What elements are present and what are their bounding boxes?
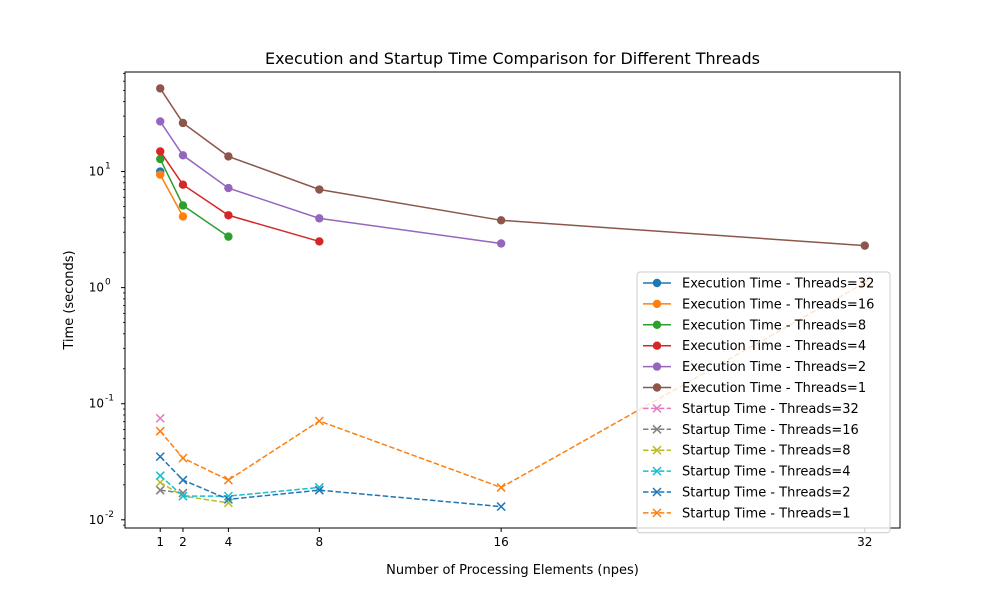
data-point-circle: [178, 180, 188, 189]
plot-clip-group: [155, 84, 870, 512]
chart-title: Execution and Startup Time Comparison fo…: [265, 49, 760, 68]
y-axis-label: Time (seconds): [62, 250, 77, 350]
y-tick-exponent: 1: [105, 162, 111, 172]
x-tick-label: 2: [179, 535, 187, 549]
data-point-x: [223, 498, 233, 508]
legend-marker-x: [652, 487, 662, 497]
data-point-circle: [224, 232, 233, 241]
data-point-circle: [224, 211, 233, 220]
y-tick-exponent: -1: [105, 394, 114, 404]
legend-entry-label: Startup Time - Threads=8: [682, 444, 851, 459]
legend-entry-label: Execution Time - Threads=1: [682, 381, 866, 396]
data-point-x: [178, 453, 188, 463]
legend-marker-x: [652, 403, 662, 413]
data-point-circle: [178, 118, 188, 128]
x-axis-ticks: 1 2 4 8 16 32: [156, 528, 872, 549]
series-line: [159, 150, 320, 243]
series-layer: [155, 84, 870, 512]
data-point-x: [155, 471, 165, 481]
data-point-circle: [156, 84, 165, 93]
legend-entry-label: Execution Time - Threads=16: [682, 297, 874, 312]
data-point-circle: [496, 216, 506, 225]
data-point-x: [223, 494, 233, 504]
data-point-circle: [156, 170, 165, 179]
data-point-x: [155, 413, 165, 423]
data-point-x: [155, 452, 165, 462]
legend-marker-circle: [652, 341, 662, 350]
legend-entry-label: Execution Time - Threads=2: [682, 360, 866, 375]
data-point-x: [155, 426, 165, 436]
y-tick-label: 10: [89, 397, 104, 411]
legend-entry-label: Startup Time - Threads=16: [682, 423, 859, 438]
legend-marker-circle: [652, 383, 662, 392]
y-tick-label: 10: [89, 165, 104, 179]
legend-marker-x: [652, 466, 662, 476]
legend-marker-x: [652, 508, 662, 518]
y-tick-exponent: -2: [105, 510, 114, 520]
data-point-x: [496, 502, 506, 512]
series-line: [159, 174, 184, 217]
legend-entry-label: Execution Time - Threads=8: [682, 318, 866, 333]
y-tick-label: 10: [89, 281, 104, 295]
x-axis-label: Number of Processing Elements (npes): [386, 563, 639, 578]
data-point-circle: [156, 147, 165, 156]
data-point-circle: [224, 183, 233, 193]
data-point-circle: [496, 239, 506, 248]
data-point-x: [314, 485, 324, 495]
legend-marker-x: [652, 424, 662, 434]
series-line: [159, 87, 865, 247]
legend-marker-circle: [652, 299, 662, 309]
legend-marker-circle: [652, 320, 662, 329]
legend-entry-label: Startup Time - Threads=4: [682, 465, 851, 480]
data-point-circle: [315, 185, 324, 194]
legend-marker-x: [652, 445, 662, 455]
legend-entry-label: Startup Time - Threads=2: [682, 486, 851, 501]
legend-entry-label: Execution Time - Threads=4: [682, 339, 866, 354]
x-tick-label: 32: [857, 535, 872, 549]
legend-entry-label: Startup Time - Threads=1: [682, 506, 851, 521]
data-point-x: [496, 482, 506, 492]
x-tick-label: 4: [225, 535, 233, 549]
x-tick-label: 8: [315, 535, 323, 549]
legend-marker-circle: [652, 362, 662, 371]
series-line: [159, 475, 320, 497]
data-point-circle: [178, 201, 188, 210]
x-tick-label: 16: [493, 535, 508, 549]
data-point-x: [155, 485, 165, 495]
y-tick-label: 10: [89, 513, 104, 527]
data-point-x: [155, 477, 165, 487]
data-point-circle: [315, 214, 324, 223]
data-point-circle: [224, 152, 233, 161]
data-point-circle: [178, 212, 188, 221]
data-point-circle: [156, 154, 165, 164]
data-point-circle: [156, 117, 165, 126]
legend-box: [636, 271, 891, 534]
legend-marker-circle: [652, 278, 662, 288]
data-point-circle: [178, 151, 188, 160]
data-point-x: [178, 491, 188, 501]
data-point-circle: [315, 237, 324, 246]
data-point-x: [178, 475, 188, 485]
x-tick-label: 1: [156, 535, 164, 549]
legend-entry-label: Execution Time - Threads=32: [682, 277, 874, 292]
data-point-circle: [860, 241, 869, 250]
data-point-x: [223, 475, 233, 485]
y-tick-exponent: 0: [105, 278, 111, 288]
legend: Execution Time - Threads=32 Execution Tim…: [636, 271, 891, 534]
legend-entry-label: Startup Time - Threads=32: [682, 402, 859, 417]
data-point-x: [314, 416, 324, 426]
